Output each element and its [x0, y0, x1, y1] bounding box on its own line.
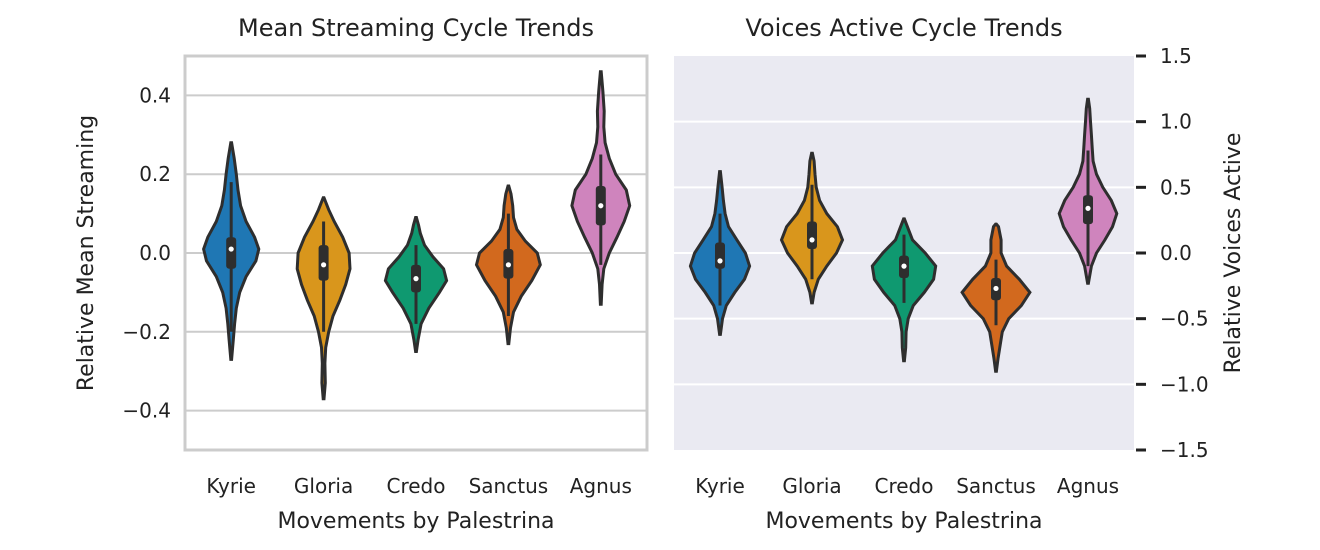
left-gridlines [185, 94, 647, 412]
left-y-tick-label: 0.2 [139, 162, 171, 186]
left-y-tick-label: −0.2 [122, 320, 171, 344]
right-chart-title: Voices Active Cycle Trends [745, 14, 1062, 42]
right-x-tick-label: Credo [875, 474, 934, 498]
left-y-tick-label: 0.0 [139, 241, 171, 265]
median-dot-credo [901, 263, 907, 269]
median-dot-credo [413, 276, 419, 282]
right-y-axis-label: Relative Voices Active [1221, 133, 1246, 374]
right-y-tick-label: −0.5 [1160, 307, 1209, 331]
right-x-ticks: Kyrie Gloria Credo Sanctus Agnus [695, 474, 1119, 498]
iqr-box-gloria [807, 221, 817, 250]
iqr-box-kyrie [715, 242, 725, 269]
left-y-ticks: 0.4 0.2 0.0 −0.2 −0.4 [122, 83, 171, 422]
left-violins [202, 70, 632, 401]
left-x-tick-label: Kyrie [206, 474, 256, 498]
right-y-tick-label: 1.0 [1160, 110, 1192, 134]
median-dot-kyrie [228, 246, 234, 252]
median-dot-gloria [321, 262, 327, 268]
left-y-tick-label: 0.4 [139, 83, 171, 107]
right-panel: 1.5 1.0 0.5 0.0 −0.5 −1.0 −1.5 Kyrie Gloria Cred… [674, 14, 1246, 534]
left-y-axis-label: Relative Mean Streaming [74, 115, 99, 391]
left-x-tick-label: Credo [387, 474, 446, 498]
right-y-tick-label: 0.5 [1160, 175, 1192, 199]
left-chart-title: Mean Streaming Cycle Trends [238, 14, 594, 42]
median-dot-sanctus [505, 262, 511, 268]
right-violins [688, 97, 1119, 373]
left-y-tick-label: −0.4 [122, 399, 171, 423]
right-y-tick-label: 1.5 [1160, 44, 1192, 68]
right-x-tick-label: Kyrie [695, 474, 745, 498]
right-x-tick-label: Gloria [782, 474, 841, 498]
median-dot-sanctus [993, 285, 999, 292]
right-x-axis-label: Movements by Palestrina [765, 509, 1042, 534]
right-x-tick-label: Sanctus [956, 474, 1036, 498]
right-y-tick-label: −1.5 [1160, 438, 1209, 462]
right-y-tick-label: 0.0 [1160, 241, 1192, 265]
left-x-ticks: Kyrie Gloria Credo Sanctus Agnus [206, 474, 631, 498]
right-y-tick-label: −1.0 [1160, 372, 1209, 396]
left-x-axis-label: Movements by Palestrina [277, 509, 554, 534]
median-dot-gloria [809, 237, 815, 243]
right-x-tick-label: Agnus [1057, 474, 1119, 498]
median-dot-agnus [1085, 205, 1091, 211]
left-x-tick-label: Sanctus [469, 474, 549, 498]
iqr-box-kyrie [226, 237, 237, 269]
right-y-ticks: 1.5 1.0 0.5 0.0 −0.5 −1.0 −1.5 [1136, 44, 1209, 462]
median-dot-kyrie [717, 258, 723, 264]
left-x-tick-label: Gloria [294, 474, 353, 498]
left-panel: 0.4 0.2 0.0 −0.2 −0.4 Kyrie Gloria Credo Sanctu… [74, 14, 649, 534]
median-dot-agnus [598, 203, 604, 209]
left-x-tick-label: Agnus [570, 474, 632, 498]
